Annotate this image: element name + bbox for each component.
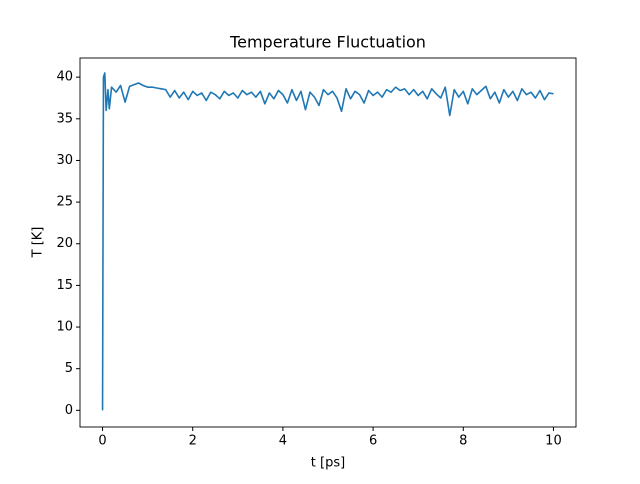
x-tick-label: 4 <box>279 434 287 449</box>
x-tick-label: 2 <box>189 434 197 449</box>
plot-frame <box>79 57 577 428</box>
y-tick-label: 0 <box>65 403 73 418</box>
chart-title: Temperature Fluctuation <box>229 33 426 52</box>
y-tick-label: 15 <box>56 278 73 293</box>
y-tick-label: 10 <box>56 320 73 335</box>
y-tick-label: 30 <box>56 153 73 168</box>
y-tick-label: 40 <box>56 70 73 85</box>
x-tick-label: 8 <box>459 434 467 449</box>
x-tick-label: 10 <box>545 434 562 449</box>
x-axis-label: t [ps] <box>311 456 345 471</box>
x-tick-label: 6 <box>369 434 377 449</box>
x-tick-label: 0 <box>98 434 106 449</box>
y-tick-label: 35 <box>56 111 73 126</box>
y-axis-label: T [K] <box>31 227 46 259</box>
data-line <box>101 72 554 411</box>
y-tick-label: 20 <box>56 236 73 251</box>
y-tick-label: 25 <box>56 195 73 210</box>
y-tick-label: 5 <box>65 361 73 376</box>
